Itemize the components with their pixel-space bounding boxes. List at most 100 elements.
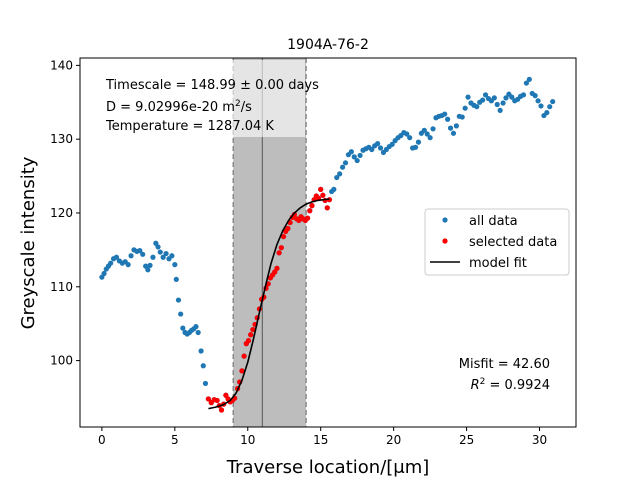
all-data-point [150,254,156,260]
selected-data-point [239,368,245,374]
all-data-point [375,141,381,147]
all-data-point [465,94,471,100]
all-data-point [331,186,337,192]
all-data-point [108,260,114,266]
all-data-point [337,171,343,177]
all-data-point [342,160,349,166]
selected-data-point [285,225,291,232]
x-tick-label: 30 [532,433,547,447]
all-data-point [500,100,506,106]
x-axis-label: Traverse location/[μm] [226,457,430,478]
diffusivity-annotation: D = 9.02996e-20 m2/s [106,99,252,115]
all-data-point [538,103,544,109]
all-data-point [482,92,489,98]
all-data-point [137,248,143,254]
all-data-point [357,152,363,159]
y-tick-label: 130 [50,132,73,146]
all-data-point [445,116,451,122]
all-data-point [430,126,436,132]
all-data-point [494,101,500,108]
all-data-point [172,262,178,268]
legend: all data selected data model fit [424,208,570,276]
r2-value: = 0.9924 [485,378,550,393]
selected-data-point [307,208,313,214]
all-data-point [195,329,201,336]
y-tick-label: 140 [50,58,73,72]
all-data-point [339,164,346,170]
selected-data-point [318,186,324,192]
all-data-point [535,98,541,104]
all-data-point [334,174,340,181]
r2-exponent: 2 [480,377,486,387]
x-tick-label: 5 [171,433,179,447]
all-data-point [145,267,151,273]
selected-data-point [274,265,280,271]
all-data-point [520,92,527,98]
selected-data-point [245,338,252,344]
x-tick-label: 20 [386,433,401,447]
timescale-annotation: Timescale = 148.99 ± 0.00 days [105,78,319,93]
legend-marker-all-data [442,217,448,223]
legend-label-selected-data: selected data [469,235,557,250]
selected-data-point [248,332,254,338]
all-data-point [169,253,175,259]
selected-data-point [320,192,326,198]
selected-data-point [241,353,247,359]
all-data-point [147,262,153,268]
all-data-point [354,157,360,164]
all-data-point [550,98,556,105]
selected-data-point [205,396,211,402]
temperature-annotation: Temperature = 1287.04 K [105,119,274,134]
all-data-point [480,97,486,103]
axes-frame [79,57,577,428]
all-data-point [491,95,497,101]
all-data-point [198,348,204,354]
r2-symbol: R [471,378,480,393]
selected-data-point [309,203,315,209]
all-data-point [178,311,184,317]
all-data-point [200,363,206,369]
misfit-annotation: Misfit = 42.60 [459,357,550,372]
all-data-point [128,253,134,259]
selected-data-point [324,205,330,211]
all-data-point [180,325,186,331]
diffusivity-prefix: D = 9.02996e-20 m [106,100,235,115]
all-data-point [125,262,131,268]
all-data-point [532,93,538,99]
all-data-point [462,105,468,111]
selected-data-point [250,326,256,333]
all-data-point [369,146,375,153]
legend-box [424,208,570,276]
all-data-point [503,95,509,101]
all-data-point [453,123,459,129]
legend-label-model-fit: model fit [469,256,527,271]
all-data-point [348,149,354,155]
y-tick-label: 100 [50,354,73,368]
all-data-point [163,250,169,257]
all-data-point [450,130,457,136]
all-data-point [447,125,454,131]
annotation-box [105,60,305,137]
all-data-point [377,145,384,151]
all-data-point [442,111,448,117]
y-tick-label: 120 [50,206,73,220]
all-data-point [412,144,419,150]
all-data-point [193,324,199,330]
selected-data-point [214,397,220,404]
all-data-point [155,244,161,250]
y-tick-label: 110 [50,280,73,294]
all-data-point [175,297,182,303]
selected-data-point [276,250,282,256]
x-tick-label: 0 [98,433,106,447]
legend-marker-selected-data [442,238,448,244]
selected-data-point [278,245,284,251]
diffusivity-suffix: /s [241,100,252,115]
model-fit-line [208,198,330,410]
x-tick-label: 15 [313,433,328,447]
all-data-point [101,270,107,277]
all-data-point [140,251,146,257]
all-data-point [427,135,433,141]
all-data-point [404,131,410,137]
all-data-point [113,254,120,260]
